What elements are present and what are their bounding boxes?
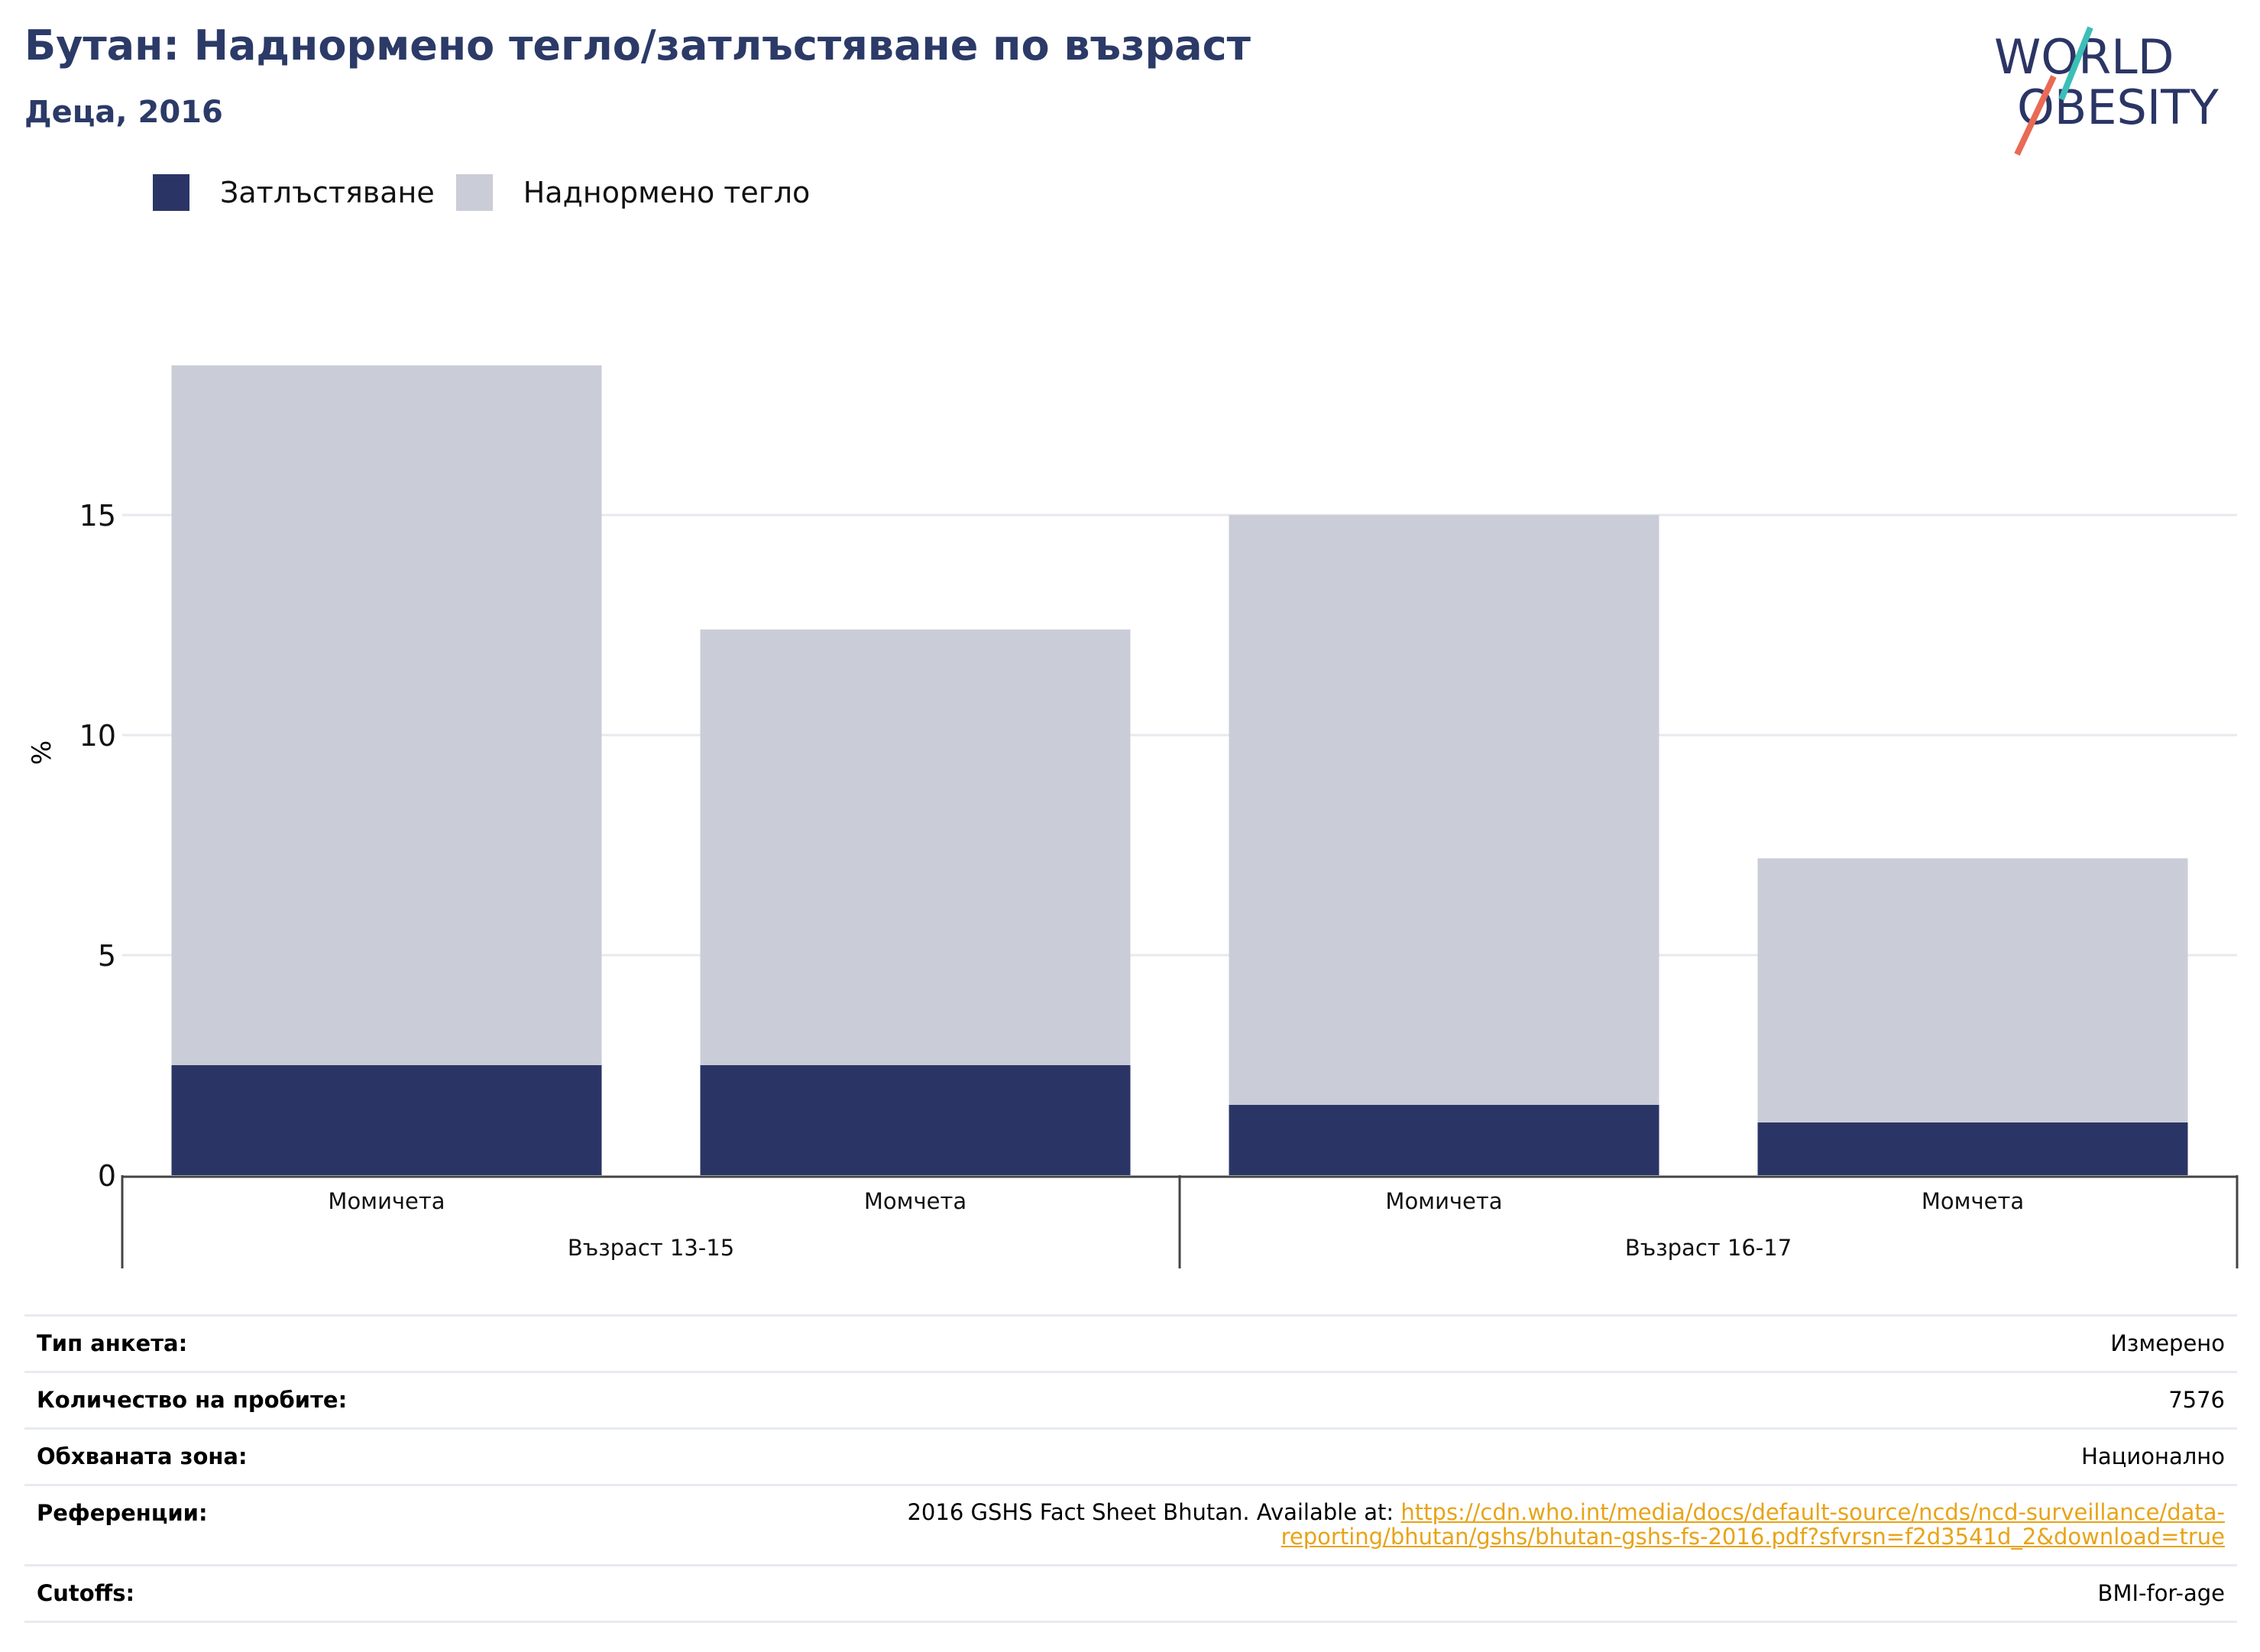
legend-swatch-overweight bbox=[455, 174, 493, 211]
bars bbox=[171, 365, 2188, 1175]
y-tick-label-10: 10 bbox=[79, 719, 116, 753]
info-row-area: Обхваната зона: Национално bbox=[24, 1427, 2237, 1485]
sample-size-value: 7576 bbox=[466, 1371, 2237, 1429]
axes bbox=[121, 1175, 2239, 1268]
bar-overweight-2 bbox=[1229, 515, 1659, 1105]
bar-overweight-3 bbox=[1757, 858, 2188, 1122]
bar-overweight-0 bbox=[171, 365, 602, 1065]
x-category-label-0: Момичета bbox=[328, 1188, 445, 1214]
survey-type-value: Измерено bbox=[466, 1314, 2237, 1372]
references-link-part1: https://cdn.who.int/media/docs/default-s… bbox=[1400, 1499, 2225, 1525]
area-value: Национално bbox=[466, 1427, 2237, 1485]
y-axis-label: % bbox=[27, 740, 57, 765]
chart-subtitle: Деца, 2016 bbox=[24, 95, 223, 130]
references-value: 2016 GSHS Fact Sheet Bhutan. Available a… bbox=[466, 1484, 2237, 1566]
y-tick-label-0: 0 bbox=[98, 1159, 116, 1193]
legend-label-obesity: Затлъстяване bbox=[220, 176, 435, 209]
chart-title: Бутан: Наднормено тегло/затлъстяване по … bbox=[24, 21, 1251, 70]
y-tick-label-15: 15 bbox=[79, 499, 116, 533]
references-label: Референции: bbox=[24, 1484, 467, 1566]
x-category-label-1: Момчета bbox=[864, 1188, 966, 1214]
world-obesity-logo: WORLD OBESITY bbox=[1994, 26, 2219, 156]
bar-overweight-1 bbox=[700, 629, 1131, 1065]
cutoffs-label: Cutoffs: bbox=[24, 1564, 467, 1623]
info-row-survey-type: Тип анкета: Измерено bbox=[24, 1314, 2237, 1372]
info-row-references: Референции: 2016 GSHS Fact Sheet Bhutan.… bbox=[24, 1484, 2237, 1566]
legend: Затлъстяване Наднормено тегло bbox=[153, 174, 831, 211]
info-row-cutoffs: Cutoffs: BMI-for-age bbox=[24, 1564, 2237, 1623]
x-group-label-0: Възраст 13-15 bbox=[568, 1235, 734, 1261]
logo-slash-teal bbox=[2058, 26, 2093, 101]
bar-obesity-3 bbox=[1757, 1122, 2188, 1175]
legend-item-overweight[interactable]: Наднормено тегло bbox=[455, 174, 811, 211]
info-table: Тип анкета: Измерено Количество на проби… bbox=[24, 1314, 2237, 1623]
references-text: 2016 GSHS Fact Sheet Bhutan. Available a… bbox=[907, 1499, 1401, 1525]
area-label: Обхваната зона: bbox=[24, 1427, 467, 1485]
x-group-label-1: Възраст 16-17 bbox=[1625, 1235, 1792, 1261]
info-row-sample-size: Количество на пробите: 7576 bbox=[24, 1371, 2237, 1429]
y-tick-label-5: 5 bbox=[98, 939, 116, 973]
survey-type-label: Тип анкета: bbox=[24, 1314, 467, 1372]
x-category-label-2: Момичета bbox=[1385, 1188, 1502, 1214]
bar-obesity-0 bbox=[171, 1065, 602, 1175]
logo-slash-coral bbox=[2014, 75, 2057, 156]
stacked-bar-chart: 0 5 10 15 Момичета Момчета Момичета Момчета Въз… bbox=[27, 365, 2239, 1268]
cutoffs-value: BMI-for-age bbox=[466, 1564, 2237, 1623]
references-link[interactable]: https://cdn.who.int/media/docs/default-s… bbox=[1281, 1499, 2225, 1550]
legend-item-obesity[interactable]: Затлъстяване bbox=[153, 174, 435, 211]
bar-obesity-1 bbox=[700, 1065, 1131, 1175]
y-tick-labels: 0 5 10 15 bbox=[79, 499, 116, 1193]
legend-swatch-obesity bbox=[153, 174, 189, 211]
bar-obesity-2 bbox=[1229, 1104, 1659, 1175]
legend-label-overweight: Наднормено тегло bbox=[523, 176, 811, 209]
x-labels: Момичета Момчета Момичета Момчета Възраст 13… bbox=[328, 1188, 2024, 1261]
references-link-part2: reporting/bhutan/gshs/bhutan-gshs-fs-201… bbox=[1281, 1524, 2225, 1550]
sample-size-label: Количество на пробите: bbox=[24, 1371, 467, 1429]
x-category-label-3: Момчета bbox=[1922, 1188, 2024, 1214]
